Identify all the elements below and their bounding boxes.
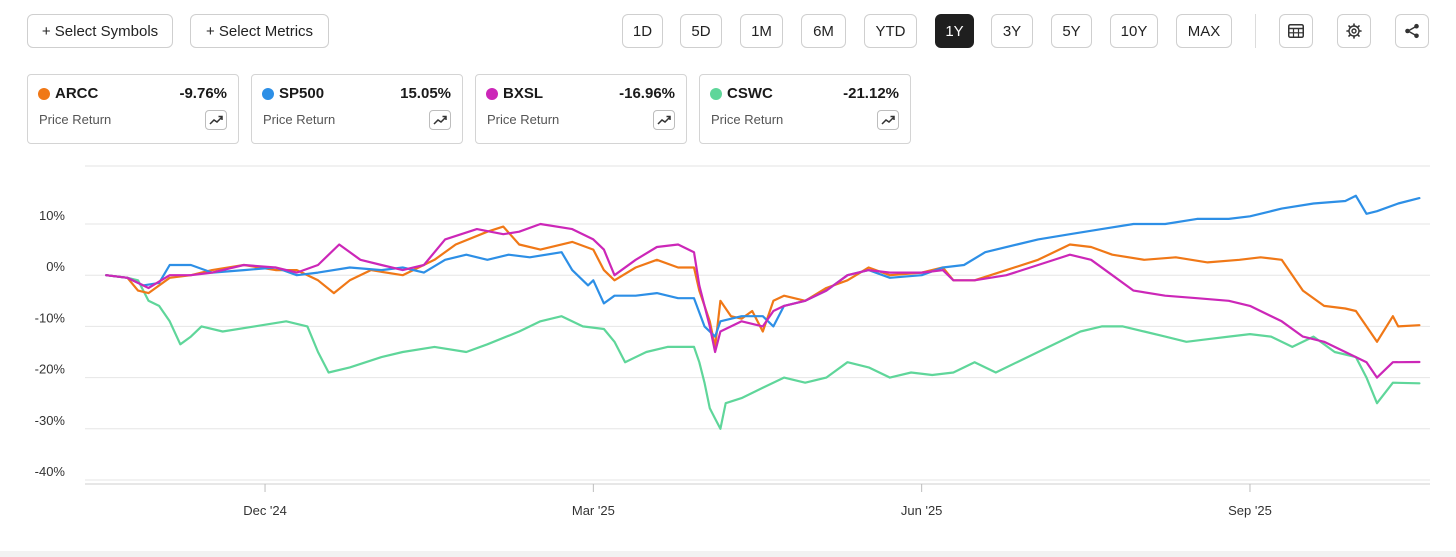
trend-chart-button[interactable] bbox=[653, 110, 675, 130]
range-3y-button[interactable]: 3Y bbox=[991, 14, 1033, 48]
y-tick-label: -10% bbox=[35, 310, 66, 325]
bottom-divider bbox=[0, 551, 1456, 557]
trend-up-icon bbox=[209, 115, 223, 125]
trend-chart-button[interactable] bbox=[877, 110, 899, 130]
symbol-card-bxsl[interactable]: BXSL -16.96% Price Return bbox=[475, 74, 687, 144]
y-tick-label: 10% bbox=[39, 208, 65, 223]
y-tick-label: -20% bbox=[35, 362, 66, 377]
series-line-cswc bbox=[105, 274, 1421, 430]
series-color-dot bbox=[262, 88, 274, 100]
metric-label: Price Return bbox=[39, 112, 112, 127]
range-1y-button[interactable]: 1Y bbox=[935, 14, 974, 48]
x-tick-label: Dec '24 bbox=[243, 503, 287, 518]
trend-up-icon bbox=[881, 115, 895, 125]
symbol-return: -9.76% bbox=[179, 85, 227, 102]
metric-label: Price Return bbox=[711, 112, 784, 127]
gear-icon bbox=[1346, 23, 1362, 39]
price-return-chart: 10% 0% -10% -20% -30% -40% Dec '24 Mar '25 Jun '… bbox=[35, 165, 1430, 518]
symbol-card-sp500[interactable]: SP500 15.05% Price Return bbox=[251, 74, 463, 144]
trend-chart-button[interactable] bbox=[205, 110, 227, 130]
series-color-dot bbox=[486, 88, 498, 100]
metric-label: Price Return bbox=[487, 112, 560, 127]
series-line-arcc bbox=[105, 225, 1421, 348]
toolbar-divider bbox=[1255, 14, 1256, 48]
symbol-return: -21.12% bbox=[843, 85, 899, 102]
select-metrics-button[interactable]: + Select Metrics bbox=[190, 14, 329, 48]
range-1m-button[interactable]: 1M bbox=[740, 14, 783, 48]
symbol-name: SP500 bbox=[279, 85, 325, 102]
range-10y-button[interactable]: 10Y bbox=[1110, 14, 1158, 48]
symbol-return: -16.96% bbox=[619, 85, 675, 102]
range-ytd-button[interactable]: YTD bbox=[864, 14, 917, 48]
trend-chart-button[interactable] bbox=[429, 110, 451, 130]
x-tick-label: Mar '25 bbox=[572, 503, 615, 518]
range-6m-button[interactable]: 6M bbox=[801, 14, 846, 48]
table-view-button[interactable] bbox=[1279, 14, 1313, 48]
symbol-card-cswc[interactable]: CSWC -21.12% Price Return bbox=[699, 74, 911, 144]
table-icon bbox=[1288, 24, 1304, 38]
series-color-dot bbox=[710, 88, 722, 100]
range-5y-button[interactable]: 5Y bbox=[1051, 14, 1092, 48]
symbol-name: CSWC bbox=[727, 85, 773, 102]
range-1d-button[interactable]: 1D bbox=[622, 14, 663, 48]
trend-up-icon bbox=[657, 115, 671, 125]
y-tick-label: -30% bbox=[35, 413, 66, 428]
trend-up-icon bbox=[433, 115, 447, 125]
series-color-dot bbox=[38, 88, 50, 100]
series-line-bxsl bbox=[105, 222, 1421, 379]
x-tick-label: Sep '25 bbox=[1228, 503, 1272, 518]
range-max-button[interactable]: MAX bbox=[1176, 14, 1232, 48]
share-button[interactable] bbox=[1395, 14, 1429, 48]
share-icon bbox=[1405, 23, 1419, 39]
y-tick-label: -40% bbox=[35, 464, 66, 479]
range-5d-button[interactable]: 5D bbox=[680, 14, 722, 48]
metric-label: Price Return bbox=[263, 112, 336, 127]
symbol-card-arcc[interactable]: ARCC -9.76% Price Return bbox=[27, 74, 239, 144]
select-symbols-button[interactable]: + Select Symbols bbox=[27, 14, 173, 48]
symbol-return: 15.05% bbox=[400, 85, 451, 102]
symbol-name: BXSL bbox=[503, 85, 544, 102]
x-tick-label: Jun '25 bbox=[901, 503, 943, 518]
symbol-name: ARCC bbox=[55, 85, 99, 102]
series-line-sp500 bbox=[105, 194, 1421, 338]
settings-button[interactable] bbox=[1337, 14, 1371, 48]
y-tick-label: 0% bbox=[46, 259, 65, 274]
